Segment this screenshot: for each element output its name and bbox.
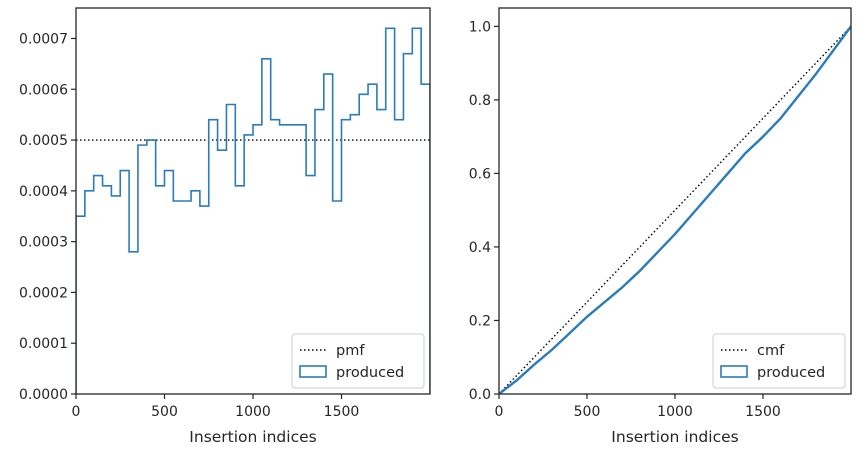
histogram-bin <box>182 201 191 394</box>
legend: cmf produced <box>712 333 846 389</box>
histogram-bin <box>226 105 235 395</box>
histogram-bin <box>235 186 244 394</box>
y-tick-label: 0.0007 <box>19 31 68 47</box>
y-tick-label: 0.6 <box>469 166 491 182</box>
histogram-bin <box>147 140 156 394</box>
x-tick-label: 1000 <box>235 404 271 420</box>
y-tick-label: 0.4 <box>469 240 491 256</box>
histogram-bin <box>200 206 209 394</box>
cumulative-chart: 0 500 1000 1500 0.0 0.2 0.4 0.6 0.8 1.0 Insertion … <box>469 7 852 446</box>
legend: pmf produced <box>291 333 425 389</box>
histogram-bin <box>280 125 289 394</box>
legend-box <box>291 333 425 389</box>
y-tick-label: 0.8 <box>469 93 491 109</box>
histogram-bin <box>253 125 262 394</box>
y-tick-label: 0.0001 <box>19 336 68 352</box>
histogram-bin <box>191 191 200 394</box>
histogram-bin <box>120 171 129 394</box>
legend-patch-swatch <box>299 365 327 378</box>
y-tick-label: 0.0004 <box>19 184 68 200</box>
y-tick-label: 0.0003 <box>19 235 68 251</box>
legend-box <box>712 333 846 389</box>
histogram-bin <box>209 120 218 394</box>
x-tick-label: 0 <box>495 404 504 420</box>
legend-label: produced <box>757 365 825 381</box>
histogram-bin <box>85 191 94 394</box>
x-tick-label: 1500 <box>324 404 360 420</box>
y-tick-label: 0.0002 <box>19 285 68 301</box>
histogram-bin <box>103 186 112 394</box>
legend-label: cmf <box>757 343 785 359</box>
histogram-bin <box>156 186 165 394</box>
y-tick-label: 0.2 <box>469 313 491 329</box>
histogram-bin <box>165 171 174 394</box>
histogram-bin <box>218 150 227 394</box>
histogram-bin <box>76 216 85 394</box>
histogram-bin <box>271 120 280 394</box>
histogram-bin <box>111 196 120 394</box>
histogram-bin <box>129 252 138 394</box>
histogram-bin <box>173 201 182 394</box>
plot-area <box>499 25 851 394</box>
y-tick-label: 1.0 <box>469 19 491 35</box>
legend-label: pmf <box>336 343 365 359</box>
legend-label: produced <box>336 365 404 381</box>
x-tick-label: 0 <box>72 404 81 420</box>
x-tick-label: 1000 <box>657 404 693 420</box>
histogram-bin <box>244 135 253 394</box>
cmf-line <box>499 25 851 394</box>
y-tick-label: 0.0006 <box>19 82 68 98</box>
y-tick-label: 0.0 <box>469 387 491 403</box>
x-tick-label: 500 <box>151 404 178 420</box>
produced-histogram <box>76 27 430 394</box>
histogram-chart: 0 500 1000 1500 0.0000 0.0001 0.0002 0.0003 0.00… <box>19 7 431 446</box>
y-tick-label: 0.0000 <box>19 387 68 403</box>
x-axis-label: Insertion indices <box>189 428 316 446</box>
y-tick-label: 0.0005 <box>19 133 68 149</box>
histogram-bin <box>262 59 271 394</box>
legend-patch-swatch <box>720 365 748 378</box>
histogram-bin <box>138 145 147 394</box>
histogram-bin <box>94 176 103 394</box>
x-tick-label: 1500 <box>745 404 781 420</box>
x-axis-label: Insertion indices <box>611 428 738 446</box>
x-tick-label: 500 <box>574 404 601 420</box>
plot-area <box>76 27 430 395</box>
